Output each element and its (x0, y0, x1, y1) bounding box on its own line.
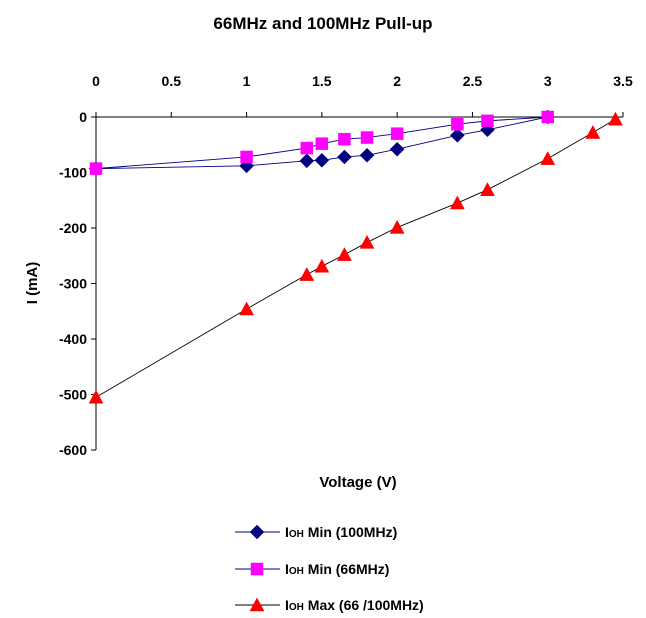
series-3-point (337, 247, 352, 261)
legend-label-1: IOH Min (100MHz) (285, 524, 397, 540)
legend: IOH Min (100MHz) IOH Min (66MHz) IOH Max (… (235, 524, 424, 613)
x-tick-label: 0.5 (162, 73, 182, 89)
x-tick-label: 0 (92, 73, 100, 89)
x-tick-label: 2 (393, 73, 401, 89)
series-3-point (88, 389, 104, 404)
series-2-line (95, 116, 548, 170)
x-axis-label: Voltage (V) (319, 474, 396, 491)
series-2-point (481, 114, 494, 128)
legend-marker-2 (250, 562, 264, 576)
series-3-point (608, 111, 623, 126)
series-3-point (314, 258, 330, 273)
series-2-point (315, 137, 329, 150)
legend-label-2: IOH Min (66MHz) (285, 561, 389, 577)
series-2-point (390, 127, 404, 140)
series-2-point (541, 110, 554, 124)
series-3-point (389, 219, 405, 234)
series-3-point (540, 151, 556, 165)
y-tick-label: -200 (59, 220, 87, 236)
y-tick-label: -100 (59, 165, 87, 181)
series-1-point (450, 127, 465, 143)
x-tick-label: 2.5 (463, 73, 483, 89)
x-tick-label: 3 (544, 73, 552, 89)
series-2-point (89, 162, 103, 175)
legend-marker-1 (249, 524, 265, 540)
series-3-point (480, 182, 495, 196)
y-tick-label: -600 (59, 442, 87, 458)
series-1-line (95, 116, 548, 170)
series-3-point (299, 267, 315, 281)
y-tick-label: -300 (59, 276, 87, 292)
x-tick-label: 1 (243, 73, 251, 89)
series-1-point (389, 141, 405, 157)
series-1-point (314, 152, 330, 168)
y-tick-label: 0 (79, 109, 87, 125)
series-1-point (359, 147, 375, 163)
chart-title: 66MHz and 100MHz Pull-up (213, 14, 432, 33)
series-3-line (95, 118, 616, 398)
series-3-point (585, 125, 601, 139)
x-tick-label: 3.5 (613, 73, 633, 89)
y-tick-label: -400 (59, 331, 87, 347)
y-axis-label: I (mA) (24, 262, 41, 305)
x-tick-label: 1.5 (312, 73, 332, 89)
series-2-point (360, 131, 374, 144)
series-1-point (299, 153, 315, 169)
series-3-point (359, 234, 375, 249)
series-1-point (337, 149, 352, 165)
legend-marker-3 (249, 597, 265, 612)
y-tick-label: -500 (59, 387, 87, 403)
series-2-point (300, 141, 314, 155)
series-2-point (451, 117, 464, 131)
series-2-point (338, 132, 351, 146)
series-3-point (239, 301, 254, 316)
series-2-point (240, 150, 253, 164)
series-3-point (449, 195, 465, 210)
legend-label-3: IOH Max (66 /100MHz) (285, 597, 424, 613)
plot-area: 0 0.5 1 1.5 2 2.5 3 3.5 0 -100 -200 -300 -400 -500 -60… (59, 73, 633, 458)
